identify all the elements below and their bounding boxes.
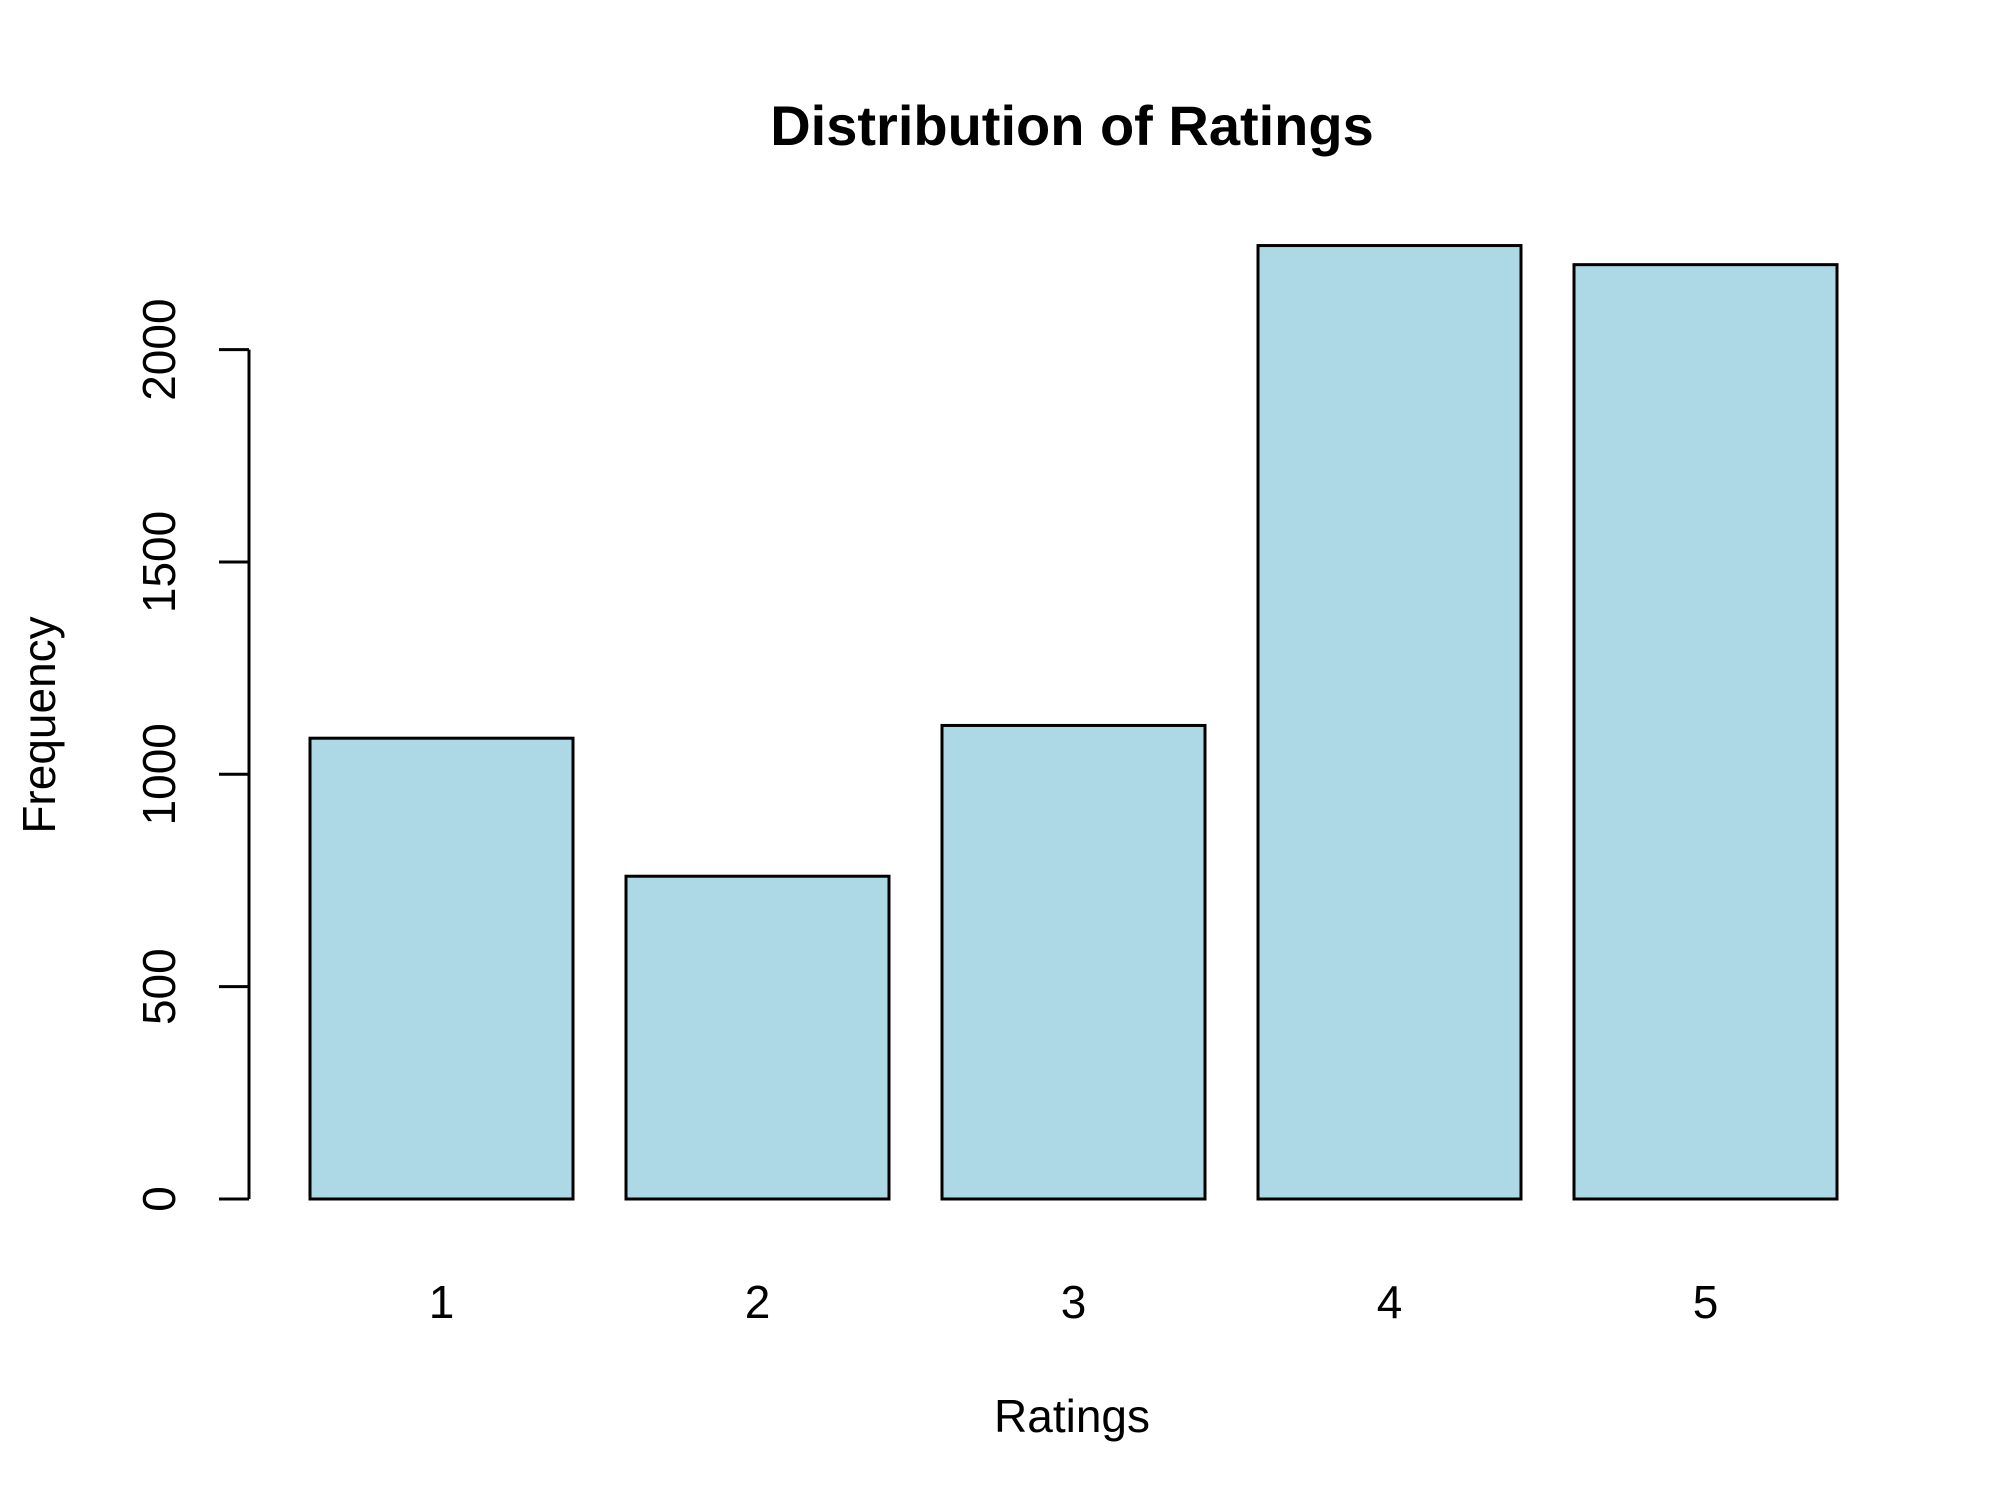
x-tick-label: 5: [1693, 1276, 1719, 1328]
y-axis-label: Frequency: [13, 616, 65, 833]
y-tick-label: 2000: [133, 298, 185, 400]
y-tick-label: 500: [133, 948, 185, 1025]
x-tick-label: 3: [1061, 1276, 1087, 1328]
y-tick-label: 1500: [133, 511, 185, 613]
y-tick-label: 1000: [133, 723, 185, 825]
bar-rating-5: [1572, 263, 1839, 1201]
x-tick-label: 2: [745, 1276, 771, 1328]
bar-rating-4: [1256, 244, 1523, 1201]
bar-rating-1: [308, 736, 575, 1201]
x-axis-label: Ratings: [994, 1390, 1150, 1442]
bar-rating-2: [624, 874, 891, 1201]
x-tick-labels: 1 2 3 4 5: [429, 1276, 1719, 1328]
x-tick-label: 4: [1377, 1276, 1403, 1328]
chart-title: Distribution of Ratings: [770, 94, 1374, 157]
y-tick-label: 0: [133, 1186, 185, 1212]
y-axis: 0 500 1000 1500 2000: [133, 298, 251, 1212]
x-tick-label: 1: [429, 1276, 455, 1328]
bars-group: [308, 244, 1839, 1201]
bar-rating-3: [940, 723, 1207, 1201]
